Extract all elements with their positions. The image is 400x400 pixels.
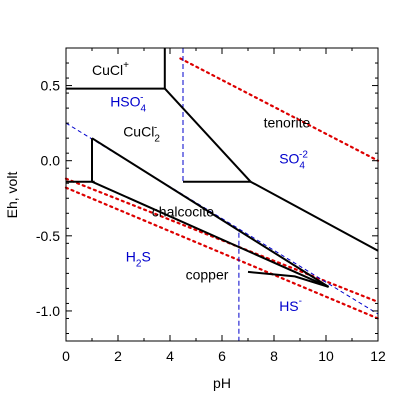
x-axis-title: pH <box>213 375 231 391</box>
field-label: CuCl+ <box>92 60 129 78</box>
y-tick-label: -0.5 <box>36 228 60 244</box>
phase-boundary-line <box>250 180 379 252</box>
field-labels: CuCl+ HSO4- CuCl2- tenorite SO4-2 chalcocite H… <box>92 60 311 314</box>
field-label: tenorite <box>264 115 311 131</box>
field-label: HS- <box>279 296 302 314</box>
plot-frame <box>65 47 379 342</box>
x-tick-label: 8 <box>270 348 278 364</box>
x-tick-label: 0 <box>62 348 70 364</box>
x-tick-label: 6 <box>218 348 226 364</box>
y-tick-label: -1.0 <box>36 303 60 319</box>
x-axis-ticks: 0 2 4 6 8 10 12 <box>62 48 386 364</box>
x-tick-label: 2 <box>114 348 122 364</box>
field-label: HSO4- <box>110 93 146 115</box>
water-limit-line <box>64 186 380 320</box>
phase-boundaries <box>66 48 379 288</box>
dashed-guide-line <box>65 122 379 315</box>
y-axis-ticks: 0.5 0.0 -0.5 -1.0 <box>36 62 378 334</box>
x-tick-label: 10 <box>318 348 334 364</box>
field-label: H2S <box>126 248 151 269</box>
y-tick-label: 0.0 <box>41 153 61 169</box>
field-label: SO4-2 <box>279 150 308 172</box>
dashed-guide-lines <box>65 48 379 341</box>
y-axis-title: Eh, volt <box>4 172 20 219</box>
field-label: copper <box>186 266 229 282</box>
y-tick-label: 0.5 <box>41 78 61 94</box>
phase-boundary-line <box>164 87 252 183</box>
field-label: chalcocite <box>152 203 214 219</box>
field-label: CuCl2- <box>123 123 160 145</box>
phase-boundary-line <box>91 137 330 288</box>
water-limit-line <box>179 57 380 162</box>
x-tick-label: 12 <box>370 348 386 364</box>
phase-boundary-line <box>91 180 330 288</box>
phase-boundary-line <box>247 270 329 288</box>
x-tick-label: 4 <box>166 348 174 364</box>
